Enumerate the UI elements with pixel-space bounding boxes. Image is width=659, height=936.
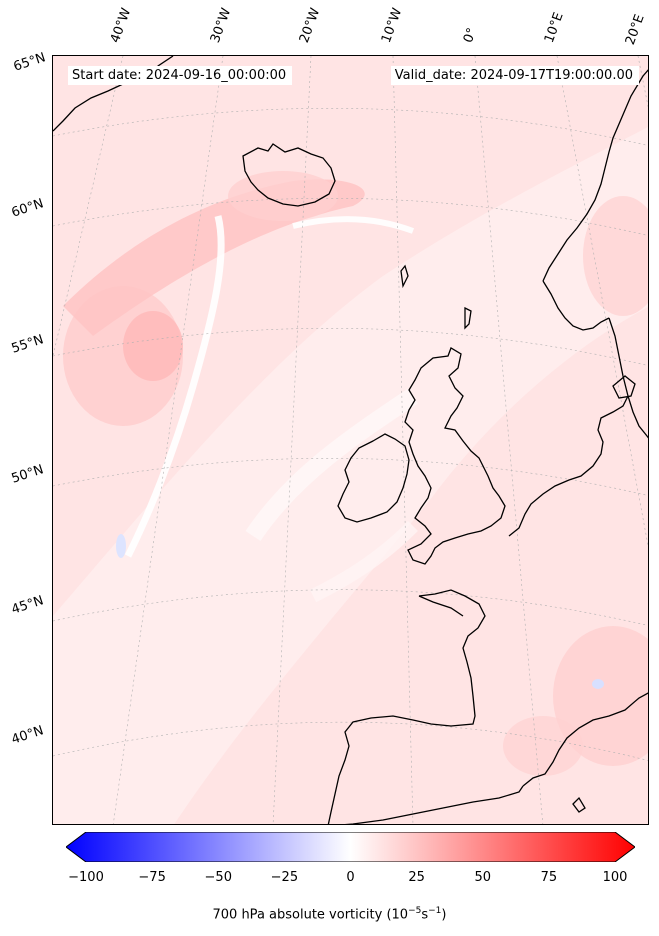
lon-label-10e: 10°E (541, 10, 567, 46)
colorbar-body (65, 831, 636, 863)
lon-label-20e: 20°E (622, 12, 648, 48)
coast-iceland (242, 143, 336, 207)
near-zero-streak-4 (292, 216, 415, 234)
colorbar-tick-label: 75 (540, 870, 558, 885)
valid-date-label: Valid_date: 2024-09-17T19:00:00.00 (390, 66, 639, 85)
vorticity-norway (583, 196, 648, 316)
colorbar-tick-label: 100 (602, 870, 628, 885)
coast-north-sea-continental (508, 395, 629, 537)
coast-iberia-south (344, 785, 524, 824)
gridline-lon-0 (474, 56, 544, 824)
colorbar-svg (65, 831, 636, 866)
coast-corsica (572, 796, 586, 813)
lon-label-20w: 20°W (296, 6, 324, 45)
vorticity-iceland (228, 171, 338, 221)
gridline-lon-20w (272, 56, 312, 824)
lon-label-0: 0° (460, 25, 481, 45)
colorbar-tick-label: −100 (68, 870, 104, 885)
coast-shetland (464, 306, 472, 330)
colorbar-tick-label: −75 (138, 870, 166, 885)
lon-label-10w: 10°W (378, 6, 406, 45)
coast-france-iberia (327, 589, 486, 824)
negative-vorticity-spot-1 (116, 534, 126, 558)
coast-mediterranean-france (522, 692, 648, 787)
start-date-label: Start date: 2024-09-16_00:00:00 (68, 66, 293, 85)
colorbar-tick-label: −25 (270, 870, 299, 885)
colorbar-tick-label: −50 (204, 870, 232, 885)
lat-label-40n: 40°N (9, 723, 46, 748)
gridline-lon-10w (392, 56, 414, 824)
lat-label-45n: 45°N (9, 593, 46, 618)
gridline-lat-60 (53, 198, 648, 236)
coast-brittany (418, 595, 464, 617)
coast-faroe (400, 264, 409, 289)
coast-danish-islands (612, 375, 636, 399)
gridline-lat-50 (53, 458, 648, 496)
coast-great-britain (404, 347, 506, 565)
lat-label-55n: 55°N (9, 332, 46, 357)
coast-ireland (337, 433, 410, 523)
coast-norway (542, 69, 648, 282)
coast-southern-norway (542, 280, 610, 331)
low-vorticity-band (53, 127, 648, 824)
gridline-lon-20e (637, 56, 648, 108)
colorbar-tick-label: 0 (346, 870, 355, 885)
near-zero-streak-3 (309, 521, 418, 603)
lat-label-60n: 60°N (9, 196, 46, 221)
colorbar-tick-label: 25 (408, 870, 425, 885)
gridline-lat-55 (53, 328, 648, 366)
gridline-lat-45 (53, 589, 648, 626)
colorbar-tick-label: 50 (474, 870, 492, 885)
vorticity-field-map (53, 56, 648, 824)
colorbar (65, 831, 636, 866)
lon-label-40w: 40°W (107, 6, 135, 45)
gridline-lon-40w (53, 56, 124, 357)
vorticity-spain (503, 716, 583, 776)
near-zero-streak-2 (245, 388, 418, 542)
colorbar-tick-labels: −100 −75 −50 −25 0 25 50 75 100 (0, 870, 659, 890)
graticule (53, 56, 648, 824)
gridline-lat-65 (53, 108, 648, 146)
colorbar-title: 700 hPa absolute vorticity (10−5s−1) (212, 906, 447, 923)
lat-label-65n: 65°N (11, 50, 48, 75)
lon-label-30w: 30°W (207, 6, 235, 45)
map-panel (52, 55, 649, 825)
negative-vorticity-spot-2 (592, 679, 604, 689)
vorticity-core-west (123, 311, 183, 381)
lat-label-50n: 50°N (9, 462, 46, 487)
near-zero-streak-1 (124, 215, 225, 558)
